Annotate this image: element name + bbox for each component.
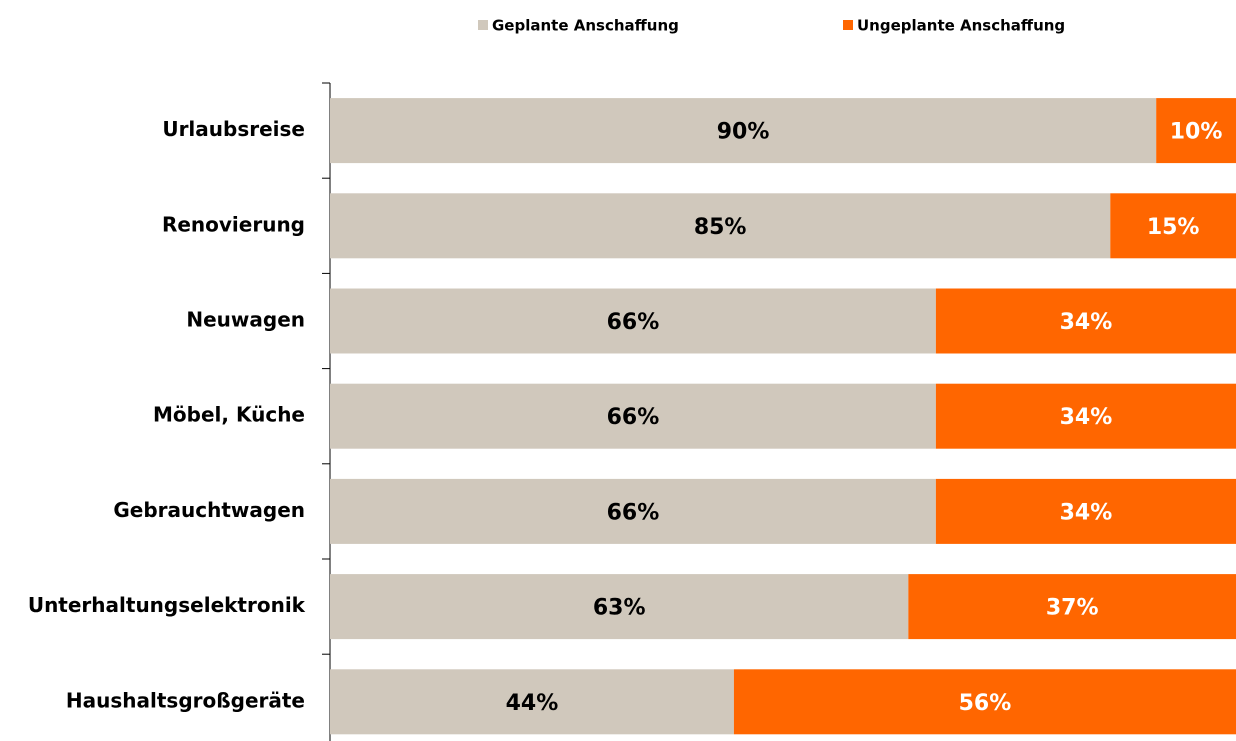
value-label: 10% <box>1170 120 1223 145</box>
value-label: 56% <box>959 691 1012 716</box>
value-label: 34% <box>1060 310 1113 335</box>
bar-segment <box>330 383 936 449</box>
legend-label: Geplante Anschaffung <box>492 17 679 35</box>
bar-segment <box>330 98 1157 164</box>
value-label: 66% <box>607 500 660 525</box>
bar-segment <box>1110 193 1236 259</box>
bar-segment <box>330 193 1111 259</box>
y-tick-label: Neuwagen <box>186 308 305 332</box>
y-tick-label: Urlaubsreise <box>162 117 305 141</box>
y-tick-label: Renovierung <box>162 212 305 236</box>
legend-swatch <box>478 20 488 30</box>
y-tick-label: Gebrauchtwagen <box>113 498 305 522</box>
value-label: 90% <box>717 120 770 145</box>
bar-segment <box>330 669 734 735</box>
y-tick-label: Möbel, Küche <box>153 403 305 427</box>
bar-segment <box>935 383 1236 449</box>
value-label: 37% <box>1046 596 1099 621</box>
value-label: 63% <box>593 596 646 621</box>
bar-segment <box>330 478 936 544</box>
value-label: 66% <box>607 310 660 335</box>
value-label: 85% <box>694 215 747 240</box>
bar-segment <box>330 288 936 354</box>
legend-label: Ungeplante Anschaffung <box>857 17 1065 35</box>
value-label: 34% <box>1060 500 1113 525</box>
value-label: 66% <box>607 405 660 430</box>
value-label: 34% <box>1060 405 1113 430</box>
value-label: 44% <box>506 691 559 716</box>
bar-segment <box>935 478 1236 544</box>
legend-swatch <box>843 20 853 30</box>
bar-segment <box>733 669 1236 735</box>
bar-segment <box>908 574 1236 640</box>
bar-segment <box>330 574 909 640</box>
y-tick-label: Haushaltsgroßgeräte <box>66 688 305 712</box>
bar-segment <box>935 288 1236 354</box>
value-label: 15% <box>1147 215 1200 240</box>
bar-segment <box>1156 98 1236 164</box>
y-tick-label: Unterhaltungselektronik <box>28 593 306 617</box>
